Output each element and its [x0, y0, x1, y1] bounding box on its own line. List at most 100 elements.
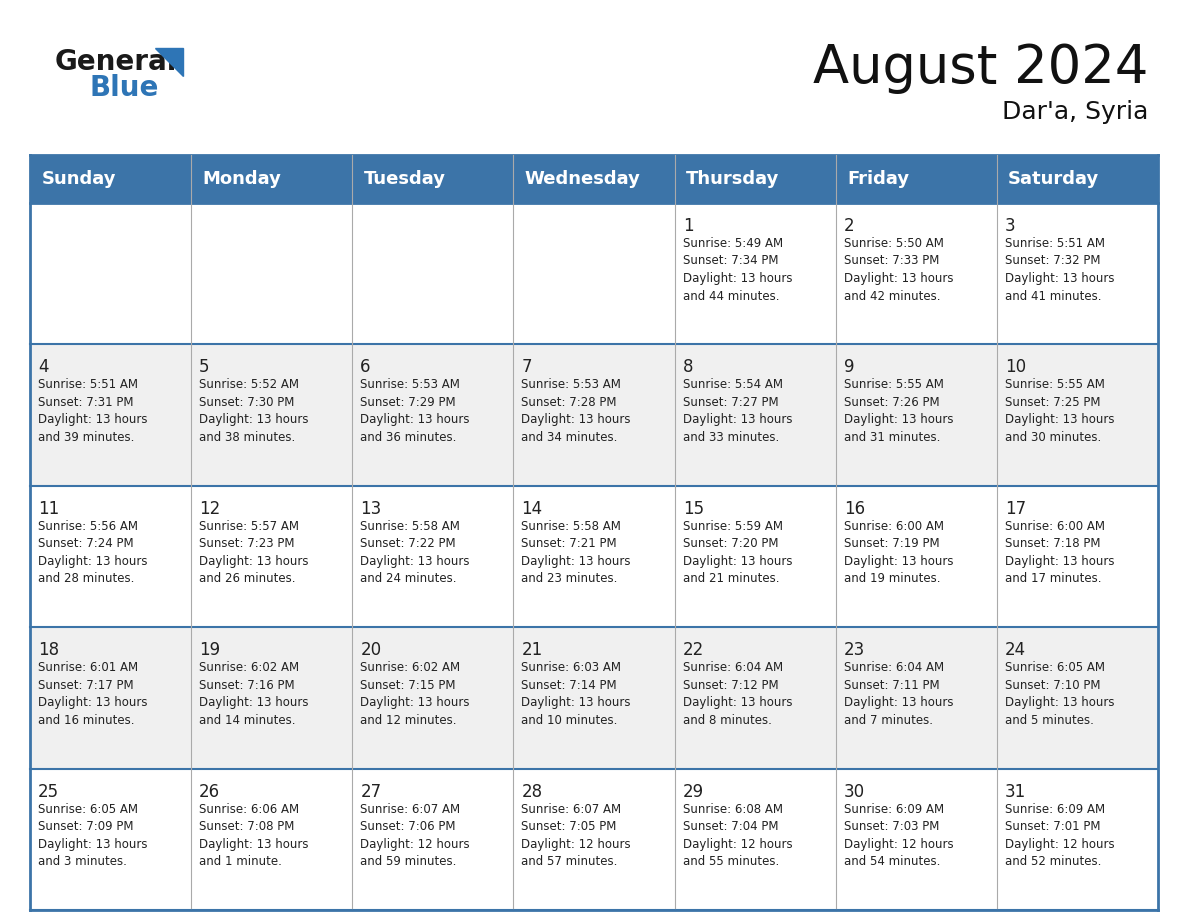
- Bar: [675, 155, 835, 203]
- Bar: [675, 486, 835, 627]
- Bar: [835, 203, 997, 344]
- Text: Sunrise: 5:53 AM
Sunset: 7:28 PM
Daylight: 13 hours
and 34 minutes.: Sunrise: 5:53 AM Sunset: 7:28 PM Dayligh…: [522, 378, 631, 444]
- Bar: [353, 486, 513, 627]
- Bar: [191, 627, 353, 768]
- Text: 8: 8: [683, 358, 693, 376]
- Text: Wednesday: Wednesday: [525, 170, 640, 188]
- Text: 6: 6: [360, 358, 371, 376]
- Text: Sunrise: 5:51 AM
Sunset: 7:31 PM
Daylight: 13 hours
and 39 minutes.: Sunrise: 5:51 AM Sunset: 7:31 PM Dayligh…: [38, 378, 147, 444]
- Text: Sunrise: 6:09 AM
Sunset: 7:03 PM
Daylight: 12 hours
and 54 minutes.: Sunrise: 6:09 AM Sunset: 7:03 PM Dayligh…: [843, 802, 954, 868]
- Polygon shape: [154, 48, 183, 76]
- Text: Sunrise: 6:03 AM
Sunset: 7:14 PM
Daylight: 13 hours
and 10 minutes.: Sunrise: 6:03 AM Sunset: 7:14 PM Dayligh…: [522, 661, 631, 727]
- Text: Sunrise: 5:53 AM
Sunset: 7:29 PM
Daylight: 13 hours
and 36 minutes.: Sunrise: 5:53 AM Sunset: 7:29 PM Dayligh…: [360, 378, 469, 444]
- Text: 10: 10: [1005, 358, 1026, 376]
- Text: 22: 22: [683, 641, 703, 659]
- Text: Sunday: Sunday: [42, 170, 115, 188]
- Text: 28: 28: [522, 783, 543, 800]
- Bar: [675, 203, 835, 344]
- Bar: [675, 627, 835, 768]
- Text: 14: 14: [522, 499, 543, 518]
- Text: 16: 16: [843, 499, 865, 518]
- Text: 12: 12: [200, 499, 221, 518]
- Text: 21: 21: [522, 641, 543, 659]
- Bar: [997, 344, 1158, 486]
- Text: Sunrise: 6:06 AM
Sunset: 7:08 PM
Daylight: 13 hours
and 1 minute.: Sunrise: 6:06 AM Sunset: 7:08 PM Dayligh…: [200, 802, 309, 868]
- Text: Sunrise: 6:07 AM
Sunset: 7:06 PM
Daylight: 12 hours
and 59 minutes.: Sunrise: 6:07 AM Sunset: 7:06 PM Dayligh…: [360, 802, 470, 868]
- Bar: [30, 768, 191, 910]
- Bar: [835, 155, 997, 203]
- Text: Sunrise: 6:02 AM
Sunset: 7:16 PM
Daylight: 13 hours
and 14 minutes.: Sunrise: 6:02 AM Sunset: 7:16 PM Dayligh…: [200, 661, 309, 727]
- Bar: [353, 203, 513, 344]
- Bar: [30, 486, 191, 627]
- Bar: [513, 768, 675, 910]
- Bar: [835, 627, 997, 768]
- Text: Sunrise: 5:50 AM
Sunset: 7:33 PM
Daylight: 13 hours
and 42 minutes.: Sunrise: 5:50 AM Sunset: 7:33 PM Dayligh…: [843, 237, 953, 303]
- Text: Friday: Friday: [847, 170, 909, 188]
- Bar: [675, 768, 835, 910]
- Bar: [30, 155, 191, 203]
- Bar: [997, 155, 1158, 203]
- Text: 18: 18: [38, 641, 59, 659]
- Bar: [353, 627, 513, 768]
- Text: Sunrise: 5:55 AM
Sunset: 7:25 PM
Daylight: 13 hours
and 30 minutes.: Sunrise: 5:55 AM Sunset: 7:25 PM Dayligh…: [1005, 378, 1114, 444]
- Bar: [191, 768, 353, 910]
- Text: Thursday: Thursday: [685, 170, 779, 188]
- Text: 7: 7: [522, 358, 532, 376]
- Text: 3: 3: [1005, 217, 1016, 235]
- Text: 4: 4: [38, 358, 49, 376]
- Bar: [191, 155, 353, 203]
- Bar: [835, 768, 997, 910]
- Text: 17: 17: [1005, 499, 1026, 518]
- Text: 24: 24: [1005, 641, 1026, 659]
- Text: 2: 2: [843, 217, 854, 235]
- Text: Sunrise: 6:08 AM
Sunset: 7:04 PM
Daylight: 12 hours
and 55 minutes.: Sunrise: 6:08 AM Sunset: 7:04 PM Dayligh…: [683, 802, 792, 868]
- Bar: [513, 344, 675, 486]
- Text: Sunrise: 6:07 AM
Sunset: 7:05 PM
Daylight: 12 hours
and 57 minutes.: Sunrise: 6:07 AM Sunset: 7:05 PM Dayligh…: [522, 802, 631, 868]
- Bar: [997, 486, 1158, 627]
- Text: 26: 26: [200, 783, 220, 800]
- Text: 23: 23: [843, 641, 865, 659]
- Bar: [835, 486, 997, 627]
- Bar: [513, 203, 675, 344]
- Text: 9: 9: [843, 358, 854, 376]
- Bar: [513, 155, 675, 203]
- Text: Sunrise: 5:54 AM
Sunset: 7:27 PM
Daylight: 13 hours
and 33 minutes.: Sunrise: 5:54 AM Sunset: 7:27 PM Dayligh…: [683, 378, 792, 444]
- Bar: [353, 344, 513, 486]
- Bar: [353, 155, 513, 203]
- Bar: [353, 768, 513, 910]
- Bar: [30, 344, 191, 486]
- Text: Sunrise: 6:05 AM
Sunset: 7:10 PM
Daylight: 13 hours
and 5 minutes.: Sunrise: 6:05 AM Sunset: 7:10 PM Dayligh…: [1005, 661, 1114, 727]
- Text: Sunrise: 6:04 AM
Sunset: 7:11 PM
Daylight: 13 hours
and 7 minutes.: Sunrise: 6:04 AM Sunset: 7:11 PM Dayligh…: [843, 661, 953, 727]
- Bar: [997, 627, 1158, 768]
- Text: Sunrise: 6:04 AM
Sunset: 7:12 PM
Daylight: 13 hours
and 8 minutes.: Sunrise: 6:04 AM Sunset: 7:12 PM Dayligh…: [683, 661, 792, 727]
- Text: 20: 20: [360, 641, 381, 659]
- Text: Sunrise: 6:05 AM
Sunset: 7:09 PM
Daylight: 13 hours
and 3 minutes.: Sunrise: 6:05 AM Sunset: 7:09 PM Dayligh…: [38, 802, 147, 868]
- Text: Tuesday: Tuesday: [364, 170, 446, 188]
- Text: 29: 29: [683, 783, 703, 800]
- Bar: [675, 344, 835, 486]
- Text: Sunrise: 5:57 AM
Sunset: 7:23 PM
Daylight: 13 hours
and 26 minutes.: Sunrise: 5:57 AM Sunset: 7:23 PM Dayligh…: [200, 520, 309, 586]
- Text: 31: 31: [1005, 783, 1026, 800]
- Text: Sunrise: 5:59 AM
Sunset: 7:20 PM
Daylight: 13 hours
and 21 minutes.: Sunrise: 5:59 AM Sunset: 7:20 PM Dayligh…: [683, 520, 792, 586]
- Text: Sunrise: 6:00 AM
Sunset: 7:19 PM
Daylight: 13 hours
and 19 minutes.: Sunrise: 6:00 AM Sunset: 7:19 PM Dayligh…: [843, 520, 953, 586]
- Bar: [30, 203, 191, 344]
- Text: Sunrise: 6:01 AM
Sunset: 7:17 PM
Daylight: 13 hours
and 16 minutes.: Sunrise: 6:01 AM Sunset: 7:17 PM Dayligh…: [38, 661, 147, 727]
- Text: Blue: Blue: [90, 74, 159, 102]
- Text: Sunrise: 5:51 AM
Sunset: 7:32 PM
Daylight: 13 hours
and 41 minutes.: Sunrise: 5:51 AM Sunset: 7:32 PM Dayligh…: [1005, 237, 1114, 303]
- Text: Sunrise: 5:56 AM
Sunset: 7:24 PM
Daylight: 13 hours
and 28 minutes.: Sunrise: 5:56 AM Sunset: 7:24 PM Dayligh…: [38, 520, 147, 586]
- Bar: [997, 768, 1158, 910]
- Text: Sunrise: 5:58 AM
Sunset: 7:21 PM
Daylight: 13 hours
and 23 minutes.: Sunrise: 5:58 AM Sunset: 7:21 PM Dayligh…: [522, 520, 631, 586]
- Bar: [30, 627, 191, 768]
- Bar: [191, 203, 353, 344]
- Text: 19: 19: [200, 641, 220, 659]
- Text: Sunrise: 5:58 AM
Sunset: 7:22 PM
Daylight: 13 hours
and 24 minutes.: Sunrise: 5:58 AM Sunset: 7:22 PM Dayligh…: [360, 520, 469, 586]
- Text: Monday: Monday: [202, 170, 282, 188]
- Text: General: General: [55, 48, 177, 76]
- Bar: [513, 486, 675, 627]
- Text: 11: 11: [38, 499, 59, 518]
- Text: 15: 15: [683, 499, 703, 518]
- Text: 25: 25: [38, 783, 59, 800]
- Text: 27: 27: [360, 783, 381, 800]
- Text: 1: 1: [683, 217, 694, 235]
- Bar: [997, 203, 1158, 344]
